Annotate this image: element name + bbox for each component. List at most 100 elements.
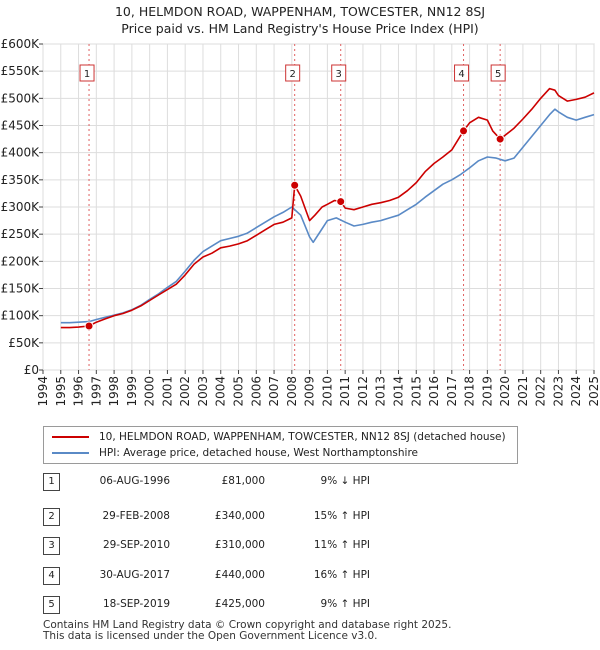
x-tick-label: 2020 [498,376,512,407]
x-tick-label: 2024 [569,376,583,407]
x-tick-label: 1997 [89,376,103,407]
sale-price: £440,000 [214,569,265,581]
x-tick-label: 2008 [285,376,299,407]
x-tick-label: 2014 [391,376,405,407]
table-row: 2 29-FEB-2008 £340,000 15% ↑ HPI [0,507,600,527]
sale-marker-label: 2 [289,69,295,80]
x-tick-label: 2019 [480,376,494,407]
x-tick-label: 2016 [427,376,441,407]
sale-marker-box [285,64,301,82]
x-tick-label: 2013 [374,376,388,407]
legend-label-hpi: HPI: Average price, detached house, West… [99,447,418,459]
sale-hpi-diff: 9% ↑ HPI [320,598,370,610]
sale-hpi-diff: 15% ↑ HPI [313,510,370,522]
x-tick-label: 2021 [516,376,530,407]
x-tick-label: 1996 [72,376,86,407]
sale-number-badge: 4 [43,567,60,585]
sale-marker-label: 5 [495,69,501,80]
y-tick-label: £0 [24,363,39,377]
x-axis-ticks: 1994 1995 1996 1997 1998 1999 2000 2001 2002 2003… [36,370,600,407]
x-tick-label: 2000 [143,376,157,407]
sale-point [290,180,300,190]
sale-marker-label: 1 [84,69,90,80]
sale-marker-label: 4 [458,69,464,80]
sale-number-badge: 1 [43,473,60,491]
sale-date-lines [88,44,501,370]
sale-point [336,197,346,207]
x-tick-label: 2022 [534,376,548,407]
y-tick-label: £150K [1,282,41,296]
chart-legend: 10, HELMDON ROAD, WAPPENHAM, TOWCESTER, … [43,426,518,464]
sale-point [84,321,94,331]
y-tick-label: £100K [1,309,41,323]
table-row: 4 30-AUG-2017 £440,000 16% ↑ HPI [0,566,600,586]
y-axis-ticks: £0 £50K £100K £150K £200K £250K £300K £350K £400… [1,37,43,377]
sale-marker-box [331,64,347,82]
x-tick-label: 2009 [303,376,317,407]
sale-marker-label: 3 [336,69,342,80]
x-tick-label: 2023 [551,376,565,407]
x-tick-label: 2017 [445,376,459,407]
x-tick-label: 2015 [409,376,423,407]
x-tick-label: 2005 [232,376,246,407]
footer-copyright: Contains HM Land Registry data © Crown c… [43,619,452,631]
footer-license: This data is licensed under the Open Gov… [43,630,378,642]
y-tick-label: £50K [8,336,40,350]
x-tick-label: 1995 [54,376,68,407]
series-line [60,87,595,329]
legend-swatch-property [52,436,89,438]
x-tick-label: 2010 [320,376,334,407]
x-tick-label: 2025 [587,376,600,407]
x-tick-label: 1999 [125,376,139,407]
chart-title-line-1: 10, HELMDON ROAD, WAPPENHAM, TOWCESTER, … [114,4,486,19]
x-tick-label: 2004 [214,376,228,407]
sale-hpi-diff: 11% ↑ HPI [313,539,370,551]
x-tick-label: 2007 [267,376,281,407]
series-line [60,108,595,324]
y-tick-label: £450K [1,119,41,133]
y-tick-label: £350K [1,173,41,187]
x-tick-label: 2003 [196,376,210,407]
y-tick-label: £250K [1,227,41,241]
sale-marker-box [490,64,506,82]
x-tick-label: 2018 [463,376,477,407]
sale-date: 29-FEB-2008 [102,510,170,522]
series-lines [60,87,595,329]
sale-price: £340,000 [214,510,265,522]
y-tick-label: £400K [1,146,41,160]
sale-marker-box [79,64,95,82]
sale-date: 06-AUG-1996 [99,475,170,487]
sale-point [459,126,469,136]
footer: Contains HM Land Registry data © Crown c… [43,620,451,642]
x-tick-label: 2002 [178,376,192,407]
x-tick-label: 1998 [107,376,121,407]
chart-title-line-2: Price paid vs. HM Land Registry's House … [121,21,479,36]
legend-swatch-hpi [52,452,89,454]
sale-hpi-diff: 16% ↑ HPI [313,569,370,581]
table-row: 5 18-SEP-2019 £425,000 9% ↑ HPI [0,595,600,615]
sale-price: £310,000 [214,539,265,551]
sale-point [495,134,505,144]
y-tick-label: £300K [1,200,41,214]
x-tick-label: 2001 [160,376,174,407]
table-row: 3 29-SEP-2010 £310,000 11% ↑ HPI [0,536,600,556]
x-tick-label: 2011 [338,376,352,407]
chart-title: 10, HELMDON ROAD, WAPPENHAM, TOWCESTER, … [0,3,600,37]
y-tick-label: £500K [1,91,41,105]
x-tick-label: 2012 [356,376,370,407]
sale-marker-box [454,64,470,82]
legend-label-property: 10, HELMDON ROAD, WAPPENHAM, TOWCESTER, … [99,431,506,443]
sale-number-badge: 3 [43,537,60,555]
sale-hpi-diff: 9% ↓ HPI [320,475,370,487]
x-tick-label: 1994 [36,376,50,407]
sale-markers: 1 2 3 4 5 [79,64,506,331]
x-tick-label: 2006 [249,376,263,407]
sale-price: £425,000 [214,598,265,610]
y-tick-label: £550K [1,64,41,78]
y-tick-label: £600K [1,37,41,51]
sale-number-badge: 5 [43,596,60,614]
sale-price: £81,000 [221,475,265,487]
sale-date: 18-SEP-2019 [102,598,170,610]
table-row: 1 06-AUG-1996 £81,000 9% ↓ HPI [0,472,600,492]
sale-number-badge: 2 [43,508,60,526]
